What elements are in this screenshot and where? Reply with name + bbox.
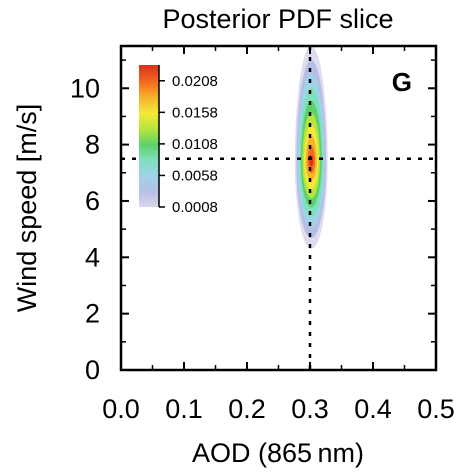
y-axis-ticks: 0 2 4 6 8 10: [70, 59, 436, 385]
colorbar-tick-label: 0.0158: [172, 104, 218, 121]
colorbar-tick-label: 0.0008: [172, 199, 218, 216]
colorbar-ticks: 0.0208 0.0158 0.0108 0.0058 0.0008: [158, 65, 218, 216]
x-tick-label: 0.4: [354, 394, 392, 424]
y-tick-label: 10: [70, 73, 100, 103]
chart-title: Posterior PDF slice: [162, 4, 393, 34]
colorbar: 0.0208 0.0158 0.0108 0.0058 0.0008: [139, 65, 218, 216]
x-tick-label: 0.0: [102, 394, 140, 424]
y-axis-label: Wind speed [m/s]: [12, 104, 42, 313]
x-tick-label: 0.2: [228, 394, 266, 424]
y-tick-label: 0: [85, 355, 100, 385]
x-tick-label: 0.5: [417, 394, 455, 424]
y-tick-label: 2: [85, 299, 100, 329]
y-tick-label: 8: [85, 130, 100, 160]
colorbar-tick-label: 0.0058: [172, 167, 218, 184]
y-tick-label: 6: [85, 186, 100, 216]
density-blobs: [294, 46, 328, 249]
x-axis-ticks: 0.0 0.1 0.2 0.3 0.4 0.5: [102, 46, 455, 424]
colorbar-tick-label: 0.0208: [172, 73, 218, 90]
colorbar-tick-label: 0.0108: [172, 136, 218, 153]
x-tick-label: 0.3: [291, 394, 329, 424]
y-tick-label: 4: [85, 242, 100, 272]
colorbar-gradient: [139, 65, 159, 207]
panel-label: G: [392, 67, 412, 97]
plot-frame: [119, 44, 438, 372]
x-tick-label: 0.1: [165, 394, 203, 424]
x-axis-label: AOD (865 nm): [192, 438, 364, 468]
